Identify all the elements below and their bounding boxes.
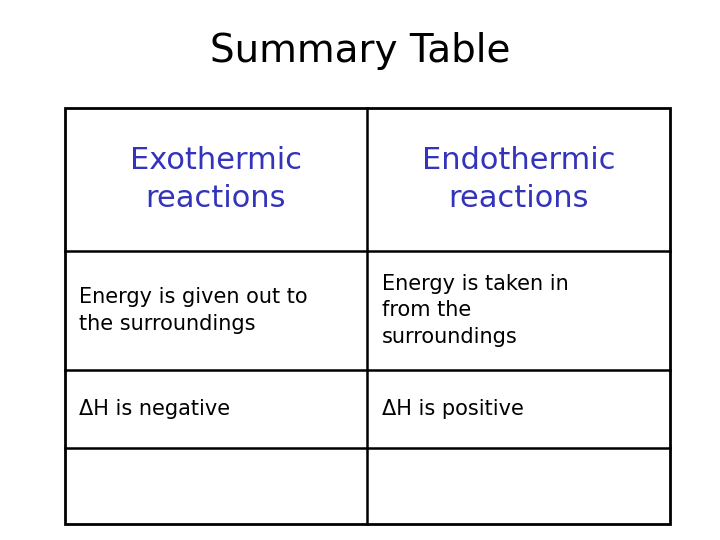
Text: Summary Table: Summary Table [210,32,510,70]
Text: ΔH is positive: ΔH is positive [382,399,523,419]
Text: Energy is given out to
the surroundings: Energy is given out to the surroundings [79,287,308,334]
Text: ΔH is negative: ΔH is negative [79,399,230,419]
Text: Energy is taken in
from the
surroundings: Energy is taken in from the surroundings [382,274,568,347]
Text: Exothermic
reactions: Exothermic reactions [130,146,302,213]
Text: Endothermic
reactions: Endothermic reactions [422,146,615,213]
Bar [65,108,670,524]
